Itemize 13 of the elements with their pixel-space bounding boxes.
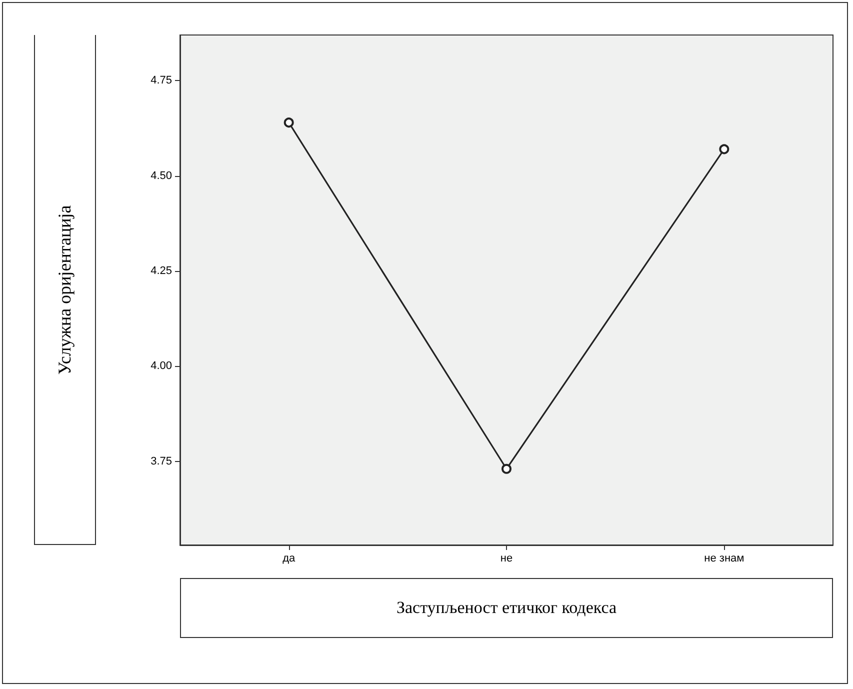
x-tick-label: не знам [704,552,744,564]
y-tick-label: 3.75 [150,455,172,468]
point [284,118,294,128]
y-axis-title: Услужна оријентација [54,204,76,374]
y-tick-label: 4.00 [150,360,172,372]
x-axis-title: Заступљеност етичког кодекса [180,578,833,638]
point [502,464,512,474]
y-tick-label: 4.50 [150,170,172,182]
y-tick-label: 4.25 [150,264,172,277]
x-tick-label: да [282,552,296,564]
x-tick-label: не [500,552,513,564]
point [719,144,730,154]
y-tick-label: 4.75 [150,74,172,87]
